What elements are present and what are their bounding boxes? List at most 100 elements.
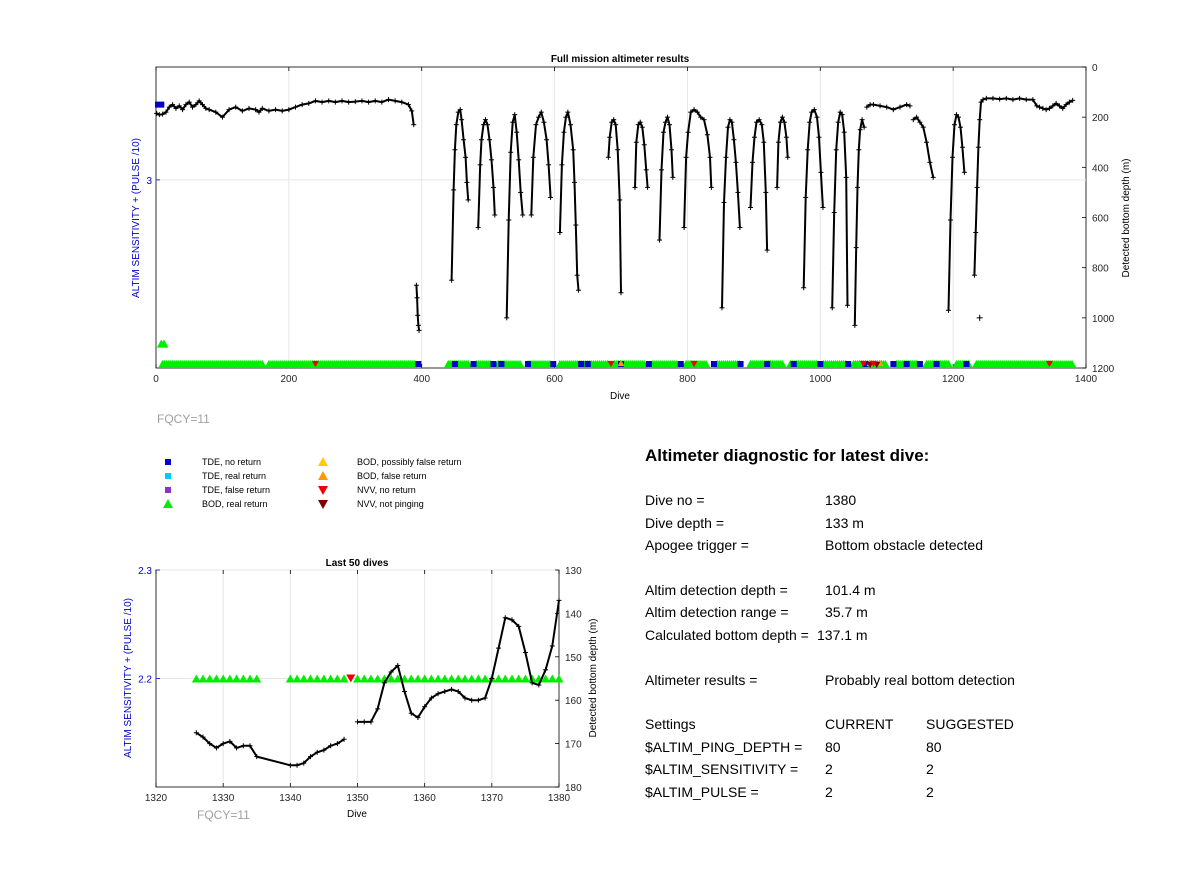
bottom-depth-point <box>286 107 292 113</box>
y2-tick-label: 180 <box>565 783 582 794</box>
bottom-depth-point <box>615 147 621 153</box>
bottom-depth-point <box>1017 95 1023 101</box>
bottom-depth-point <box>1034 103 1040 109</box>
settings-header-row: Settings CURRENT SUGGESTED <box>645 716 1185 739</box>
bottom-depth-point <box>465 197 471 203</box>
bottom-depth-line <box>721 118 741 308</box>
legend-triangle-up-icon <box>315 470 357 482</box>
setting-suggested: 2 <box>926 761 934 778</box>
bottom-depth-point <box>635 122 641 128</box>
bottom-depth-point <box>837 109 843 115</box>
bottom-depth-point <box>857 127 863 133</box>
bottom-depth-point <box>945 307 951 313</box>
bottom-depth-point <box>723 154 729 160</box>
last-50-right-ticks: 130 140 150 160 170 180 <box>555 566 582 794</box>
tde-no-return-marker <box>578 361 585 367</box>
last-50-x-ticks: 1320 1330 1340 1350 1360 1370 1380 <box>145 570 571 804</box>
bottom-depth-point <box>1050 103 1056 109</box>
bottom-depth-point <box>559 162 565 168</box>
bottom-depth-point <box>835 119 841 125</box>
full-mission-depth-lines <box>154 95 1076 333</box>
bottom-depth-point <box>1053 100 1059 106</box>
bottom-depth-point <box>1060 105 1066 111</box>
bottom-depth-point <box>240 743 246 749</box>
legend-item: BOD, false return <box>315 470 427 482</box>
bottom-depth-point <box>704 132 710 138</box>
bottom-depth-point <box>548 194 554 200</box>
bottom-depth-point <box>890 107 896 113</box>
bottom-depth-point <box>607 134 613 140</box>
bod-real-return-marker <box>467 674 477 683</box>
bottom-depth-point <box>557 230 563 236</box>
settings-label: Settings <box>645 716 696 733</box>
bottom-depth-point <box>816 134 822 140</box>
legend-square-icon <box>160 470 202 482</box>
y2-tick-label: 140 <box>565 609 582 620</box>
full-mission-left-ticks: 3 <box>146 176 160 187</box>
bottom-depth-point <box>538 109 544 115</box>
bod-real-return-marker <box>326 674 336 683</box>
bottom-depth-point <box>220 741 226 747</box>
fqcy-bottom-label: FQCY=11 <box>197 808 250 822</box>
bottom-depth-point <box>763 189 769 195</box>
bottom-depth-point <box>574 272 580 278</box>
bottom-depth-point <box>496 645 502 651</box>
bottom-depth-point <box>917 119 923 125</box>
bottom-depth-point <box>234 745 240 751</box>
bottom-depth-point <box>510 119 516 125</box>
bottom-depth-point <box>379 99 385 105</box>
bottom-depth-point <box>533 122 539 128</box>
legend-triangle-up-icon <box>315 456 357 468</box>
x-tick-label: 1200 <box>942 374 965 385</box>
bottom-depth-point <box>1043 107 1049 113</box>
full-mission-markers <box>155 101 1077 369</box>
bottom-depth-point <box>183 102 189 108</box>
full-mission-x-label: Dive <box>610 391 630 402</box>
bottom-depth-point <box>449 277 455 283</box>
nvv-no-return-marker <box>311 360 319 368</box>
last-50-depth-lines <box>193 597 562 768</box>
bottom-depth-point <box>731 137 737 143</box>
bottom-depth-point <box>665 114 670 120</box>
bottom-depth-line <box>195 731 345 767</box>
bod-real-return-marker <box>547 674 557 683</box>
bottom-depth-point <box>805 147 811 153</box>
bottom-depth-line <box>505 113 524 318</box>
bod-real-return-marker <box>319 674 329 683</box>
bottom-depth-point <box>884 104 890 110</box>
bottom-depth-point <box>512 112 518 118</box>
tde-no-return-marker <box>764 361 771 367</box>
bottom-depth-point <box>841 129 847 135</box>
bod-real-return-marker <box>500 674 510 683</box>
bottom-depth-point <box>556 597 562 603</box>
bottom-depth-line <box>634 121 649 188</box>
legend-triangle-down-icon <box>315 498 357 510</box>
settings-value-marker <box>155 101 165 108</box>
bottom-depth-point <box>572 179 577 185</box>
bottom-depth-point <box>546 162 552 168</box>
x-tick-label: 400 <box>413 374 430 385</box>
bottom-depth-point <box>811 107 817 113</box>
bottom-depth-point <box>633 139 639 145</box>
bottom-depth-line <box>607 118 622 293</box>
bottom-depth-point <box>1010 97 1016 103</box>
bottom-depth-point <box>719 305 725 311</box>
dive-no-label: Dive no = <box>645 492 705 508</box>
bottom-depth-point <box>399 99 405 105</box>
bod-real-return-marker <box>373 674 383 683</box>
bottom-depth-point <box>818 169 824 175</box>
tde-no-return-marker <box>498 361 505 367</box>
bod-real-return-marker <box>515 359 525 368</box>
bottom-depth-point <box>750 159 756 165</box>
full-mission-title: Full mission altimeter results <box>551 54 690 65</box>
bottom-depth-line <box>357 600 560 723</box>
bottom-depth-point <box>522 649 528 655</box>
tde-no-return-marker <box>862 361 869 367</box>
bottom-depth-point <box>853 245 859 251</box>
bottom-depth-point <box>637 119 643 125</box>
bottom-depth-point <box>489 676 495 681</box>
bottom-depth-point <box>395 662 401 668</box>
bottom-depth-point <box>160 111 166 117</box>
bottom-depth-point <box>299 102 305 108</box>
bod-real-return-marker <box>943 359 953 368</box>
